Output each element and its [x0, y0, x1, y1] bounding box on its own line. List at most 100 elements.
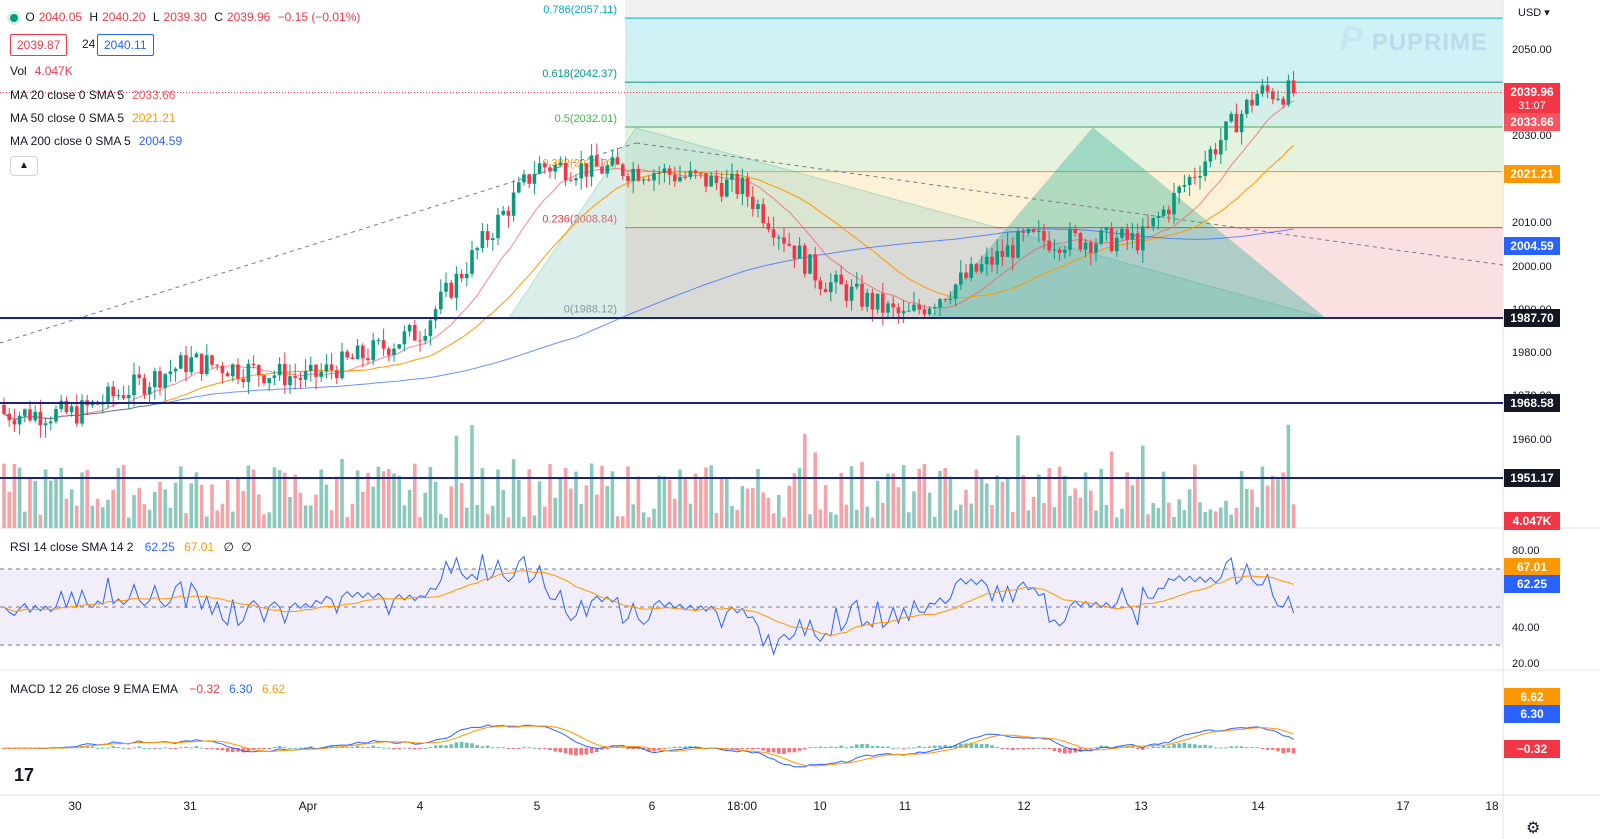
macd-histogram-bar	[283, 747, 287, 749]
volume-bar	[1291, 504, 1296, 528]
candle-body	[699, 172, 703, 174]
candle-body	[1125, 228, 1129, 240]
candle-body	[475, 248, 479, 251]
ma50-legend[interactable]: MA 50 close 0 SMA 5 2021.21	[10, 111, 175, 125]
macd-histogram-bar	[1135, 748, 1140, 749]
candle-body	[896, 307, 901, 314]
candle-body	[615, 157, 620, 165]
candle-body	[725, 179, 729, 197]
price-tick: 2000.00	[1512, 261, 1552, 273]
volume-bar	[959, 504, 963, 528]
volume-bar	[1135, 479, 1140, 528]
macd-legend[interactable]: MACD 12 26 close 9 EMA EMA −0.32 6.30 6.…	[10, 682, 285, 696]
hline-tag-text: 1987.70	[1510, 311, 1554, 325]
settings-gear-icon[interactable]: ⚙	[1526, 820, 1541, 837]
candle-body	[813, 254, 817, 281]
volume-bar	[142, 504, 147, 528]
currency-selector[interactable]: USD ▾	[1518, 6, 1550, 19]
candle-body	[1239, 113, 1244, 133]
candle-body	[1219, 140, 1223, 155]
volume-bar	[90, 505, 95, 528]
candle-body	[1083, 242, 1088, 250]
ma20-legend[interactable]: MA 20 close 0 SMA 5 2033.66	[10, 88, 175, 102]
macd-histogram-bar	[751, 748, 755, 750]
ma50-value: 2021.21	[132, 111, 176, 125]
candle-body	[1000, 250, 1005, 257]
price-tag-text: 2021.21	[1510, 167, 1554, 181]
macd-histogram-bar	[329, 746, 334, 748]
candle-body	[1052, 249, 1057, 251]
volume-bar	[1219, 507, 1223, 528]
buy-price-button[interactable]: 2040.11	[97, 34, 154, 56]
volume-bar	[210, 484, 214, 528]
low-value: 2039.30	[163, 10, 207, 24]
candle-body	[1271, 91, 1275, 100]
macd-histogram-bar	[225, 748, 230, 752]
time-tick: 10	[813, 799, 827, 813]
fib-top-zone	[625, 0, 1503, 19]
candle-body	[579, 163, 583, 179]
candle-body	[355, 345, 360, 360]
macd-tag	[1504, 740, 1560, 758]
volume-bar	[1182, 510, 1187, 528]
volume-bar	[1172, 516, 1176, 528]
logo-text: PUPRIME	[1371, 29, 1489, 56]
macd-histogram-bar	[194, 746, 199, 748]
candle-body	[173, 368, 178, 372]
vol-legend[interactable]: Vol 4.047K	[10, 64, 73, 78]
candle-body	[1104, 227, 1109, 231]
candle-body	[194, 353, 199, 358]
volume-bar	[1037, 474, 1041, 528]
macd-signal-value: 6.62	[261, 682, 286, 696]
candle-body	[329, 364, 334, 371]
candle-body	[262, 375, 266, 384]
candle-body	[907, 310, 911, 312]
candle-body	[43, 423, 48, 426]
high-value: 2040.20	[102, 10, 146, 24]
volume-bar	[428, 466, 433, 528]
price-tag	[1504, 83, 1560, 113]
volume-bar	[38, 514, 43, 528]
volume-bar	[444, 517, 448, 528]
macd-histogram-bar	[272, 746, 277, 748]
volume-bar	[220, 503, 225, 528]
candle-body	[844, 284, 849, 301]
candle-body	[917, 304, 921, 310]
macd-histogram-bar	[823, 747, 828, 749]
close-value: 2039.96	[226, 10, 271, 24]
volume-bar	[251, 469, 256, 528]
volume-bar	[433, 481, 438, 528]
collapse-legend-button[interactable]: ▲	[10, 156, 38, 176]
sell-price-button[interactable]: 2039.87	[10, 34, 68, 56]
macd-histogram-bar	[1213, 747, 1218, 749]
macd-histogram-bar	[1021, 748, 1025, 750]
volume-bar	[829, 512, 833, 528]
candle-body	[605, 165, 609, 174]
rsi-legend[interactable]: RSI 14 close SMA 14 2 62.25 67.01 ∅ ∅	[10, 540, 252, 554]
macd-histogram-bar	[943, 745, 947, 748]
macd-histogram-bar	[959, 743, 963, 748]
volume-bar	[849, 466, 854, 528]
macd-histogram-bar	[454, 742, 459, 748]
candle-body	[17, 415, 22, 425]
volume-bar	[1167, 502, 1171, 528]
macd-histogram-bar	[428, 747, 433, 749]
volume-bar	[1094, 510, 1098, 528]
candle-body	[345, 351, 349, 358]
macd-histogram-bar	[418, 748, 422, 749]
ma200-legend[interactable]: MA 200 close 0 SMA 5 2004.59	[10, 134, 182, 148]
volume-bar	[319, 469, 323, 528]
candle-body	[1005, 245, 1010, 257]
ma20-name: MA 20 close 0 SMA 5	[10, 88, 125, 102]
price-tag-text: 4.047K	[1513, 514, 1552, 528]
volume-bar	[574, 471, 578, 528]
volume-bar	[1187, 489, 1192, 528]
macd-histogram-bar	[834, 746, 838, 748]
macd-histogram-bar	[147, 747, 152, 749]
candle-body	[241, 378, 245, 383]
candle-body	[574, 178, 578, 181]
volume-bar	[636, 476, 641, 528]
volume-bar	[1281, 472, 1285, 528]
macd-histogram-bar	[95, 747, 100, 749]
